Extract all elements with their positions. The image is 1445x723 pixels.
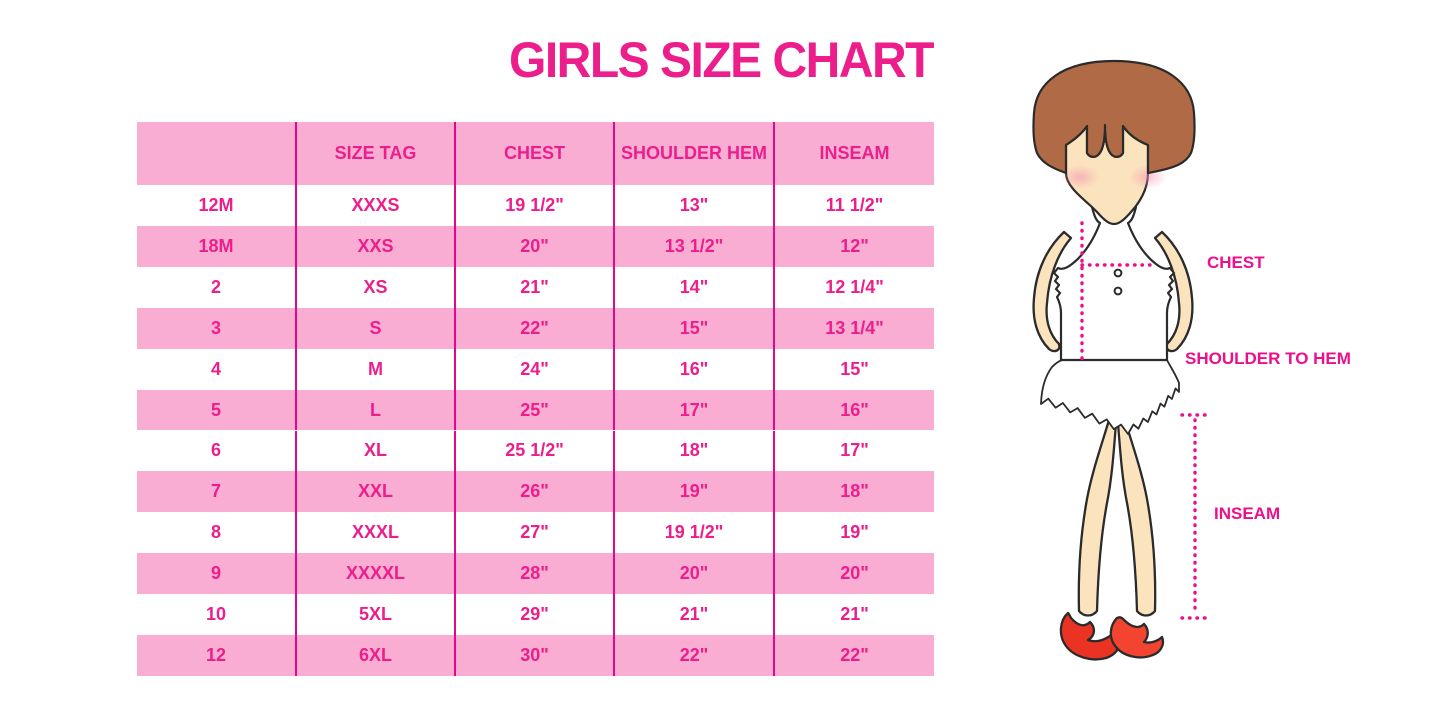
- svg-text:SHOULDER TO HEM: SHOULDER TO HEM: [1185, 349, 1351, 368]
- svg-text:CHEST: CHEST: [1207, 253, 1265, 272]
- svg-text:INSEAM: INSEAM: [1214, 504, 1280, 523]
